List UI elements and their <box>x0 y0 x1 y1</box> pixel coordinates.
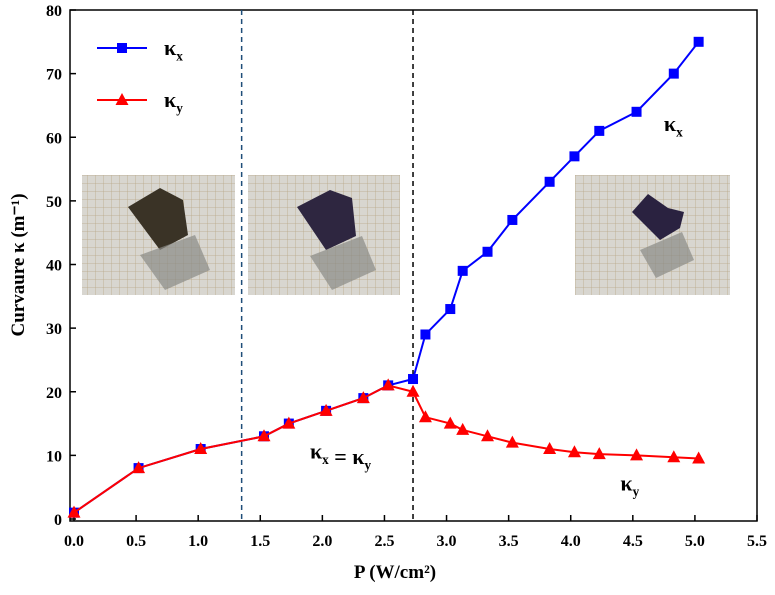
marker <box>483 247 493 257</box>
marker <box>507 215 517 225</box>
marker <box>420 329 430 339</box>
x-tick-label: 5.0 <box>685 533 705 550</box>
legend-label: κx <box>164 35 183 64</box>
x-tick-label: 4.5 <box>623 533 643 550</box>
marker <box>694 37 704 47</box>
marker <box>545 177 555 187</box>
y-tick-label: 0 <box>54 512 62 529</box>
x-tick-label: 2.0 <box>312 533 332 550</box>
marker <box>632 107 642 117</box>
marker <box>419 410 432 422</box>
annotation: κx = κy <box>310 439 372 473</box>
x-tick-label: 4.0 <box>561 533 581 550</box>
x-axis-label: P (W/cm²) <box>354 562 436 583</box>
marker <box>594 126 604 136</box>
marker <box>456 423 469 435</box>
y-tick-label: 80 <box>46 3 62 20</box>
y-tick-label: 70 <box>46 67 62 84</box>
photo <box>575 175 730 295</box>
x-tick-label: 1.5 <box>250 533 270 550</box>
x-tick-label: 3.5 <box>499 533 519 550</box>
marker <box>569 151 579 161</box>
y-tick-label: 20 <box>46 385 62 402</box>
x-tick-label: 0.0 <box>64 533 84 550</box>
y-tick-label: 60 <box>46 130 62 147</box>
annotation: κy <box>620 470 639 499</box>
x-tick-label: 5.5 <box>747 533 767 550</box>
legend-label: κy <box>164 87 183 116</box>
marker <box>669 69 679 79</box>
marker <box>408 374 418 384</box>
x-tick-label: 1.0 <box>188 533 208 550</box>
marker <box>458 266 468 276</box>
marker <box>445 304 455 314</box>
chart: P (W/cm²) Curvaure κ (m⁻¹) 0.0 0.5 1.0 1.5 2… <box>0 0 775 590</box>
series-line <box>74 385 699 512</box>
x-tick-label: 2.5 <box>374 533 394 550</box>
x-tick-label: 0.5 <box>126 533 146 550</box>
legend-marker <box>117 43 127 53</box>
y-tick-label: 50 <box>46 194 62 211</box>
y-tick-label: 10 <box>46 448 62 465</box>
y-tick-label: 30 <box>46 321 62 338</box>
annotation: κx <box>664 111 683 140</box>
y-tick-label: 40 <box>46 258 62 275</box>
y-axis-label: Curvaure κ (m⁻¹) <box>8 193 29 336</box>
photo-insets <box>82 175 730 295</box>
x-tick-label: 3.0 <box>437 533 457 550</box>
